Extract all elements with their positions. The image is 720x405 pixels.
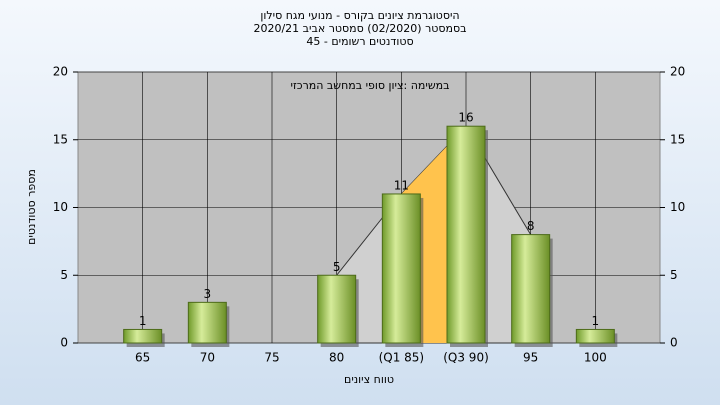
x-tick-label: 95: [523, 351, 538, 365]
y2-tick-label: 20: [670, 65, 685, 79]
bar: [381, 193, 421, 344]
y-axis-label: מספר סטודנטים: [25, 169, 38, 245]
data-label: 1: [592, 314, 600, 328]
y-tick-label: 5: [60, 268, 68, 282]
chart-subtitle: סטודנטים רשומים - 45: [306, 35, 413, 48]
bar: [446, 125, 486, 344]
y-tick-label: 15: [53, 132, 68, 146]
y2-tick-label: 10: [670, 200, 685, 214]
bar: [187, 301, 227, 344]
y2-tick-label: 15: [670, 132, 685, 146]
y-tick-label: 10: [53, 200, 68, 214]
x-tick-label: 75: [264, 351, 279, 365]
data-label: 11: [394, 178, 409, 192]
data-label: 5: [333, 260, 341, 274]
y2-tick-label: 0: [670, 336, 678, 350]
x-tick-label: 80: [329, 351, 344, 365]
data-label: 3: [204, 287, 212, 301]
y2-tick-label: 5: [670, 268, 678, 282]
x-tick-label: (Q3 90): [443, 351, 489, 365]
bar: [123, 328, 163, 344]
data-label: 16: [458, 111, 473, 125]
bar: [317, 274, 357, 344]
bar: [511, 234, 551, 344]
annotation: במשימה :ציון סופי במחשב המרכזי: [290, 79, 449, 92]
x-tick-label: 65: [135, 351, 150, 365]
x-tick-label: 70: [200, 351, 215, 365]
x-tick-label: (Q1 85): [379, 351, 425, 365]
y-tick-label: 20: [53, 65, 68, 79]
y-tick-label: 0: [60, 336, 68, 350]
chart-subtitle: בסמסטר (02/2020) סמסטר אביב 2020/21: [253, 22, 466, 35]
bar: [575, 328, 615, 344]
chart-title: היסטוגרמת ציונים בקורס - מנועי מגח סילון: [260, 9, 459, 22]
data-label: 8: [527, 219, 535, 233]
x-tick-label: 100: [584, 351, 607, 365]
x-axis-label: טווח ציונים: [344, 373, 394, 386]
data-label: 1: [139, 314, 147, 328]
